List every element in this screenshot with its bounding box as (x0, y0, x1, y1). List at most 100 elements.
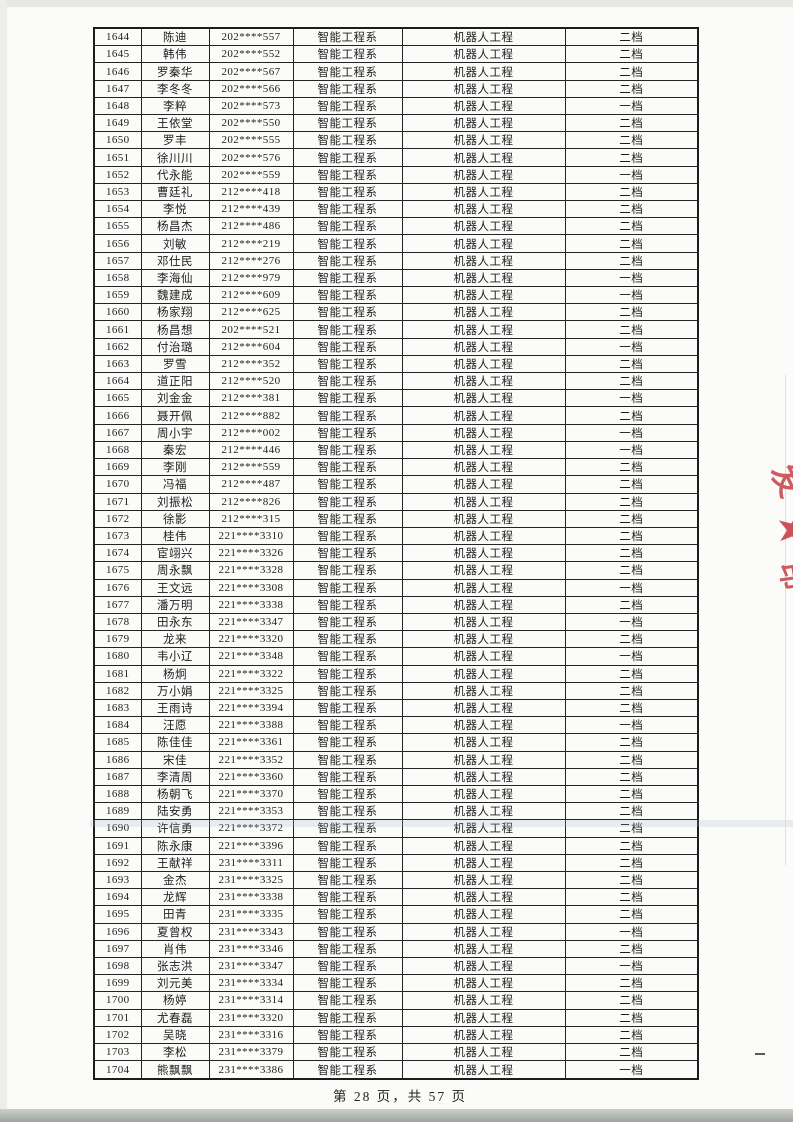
cell-department: 智能工程系 (292, 268, 403, 288)
cell-name: 罗雪 (140, 354, 210, 374)
cell-major: 机器人工程 (401, 888, 566, 907)
cell-tier: 二档 (564, 595, 699, 614)
cell-name: 陆安勇 (140, 802, 210, 821)
cell-student-id: 221****3308 (208, 578, 294, 597)
cell-student-id: 221****3360 (208, 767, 294, 786)
table-row: 1694 龙辉 231****3338 智能工程系 机器人工程 二档 (93, 888, 699, 907)
cell-department: 智能工程系 (292, 784, 403, 804)
cell-department: 智能工程系 (292, 595, 403, 614)
cell-name: 徐川川 (140, 148, 210, 167)
cell-name: 魏建成 (140, 286, 210, 305)
cell-major: 机器人工程 (401, 939, 566, 958)
cell-student-id: 202****557 (208, 27, 294, 47)
cell-index: 1669 (93, 458, 142, 477)
cell-index: 1664 (93, 372, 142, 391)
cell-tier: 二档 (564, 664, 699, 683)
cell-name: 韩伟 (140, 45, 210, 64)
cell-tier: 二档 (564, 784, 699, 804)
cell-department: 智能工程系 (292, 750, 403, 769)
cell-index: 1701 (93, 1008, 142, 1027)
table-row: 1678 田永东 221****3347 智能工程系 机器人工程 一档 (93, 612, 699, 632)
cell-student-id: 221****3388 (208, 716, 294, 735)
cell-student-id: 212****882 (208, 406, 294, 425)
cell-tier: 二档 (564, 148, 699, 167)
cell-major: 机器人工程 (401, 96, 566, 116)
cell-student-id: 202****566 (208, 79, 294, 98)
page-number-footer: 第 28 页，共 57 页 (333, 1089, 467, 1104)
cell-student-id: 202****559 (208, 165, 294, 184)
cell-department: 智能工程系 (292, 492, 403, 511)
cell-tier: 二档 (564, 475, 699, 494)
scan-margin-mark (755, 1053, 765, 1055)
cell-department: 智能工程系 (292, 286, 403, 305)
cell-tier: 二档 (564, 802, 699, 821)
cell-index: 1654 (93, 200, 142, 219)
cell-name: 周永飘 (140, 561, 210, 580)
cell-name: 桂伟 (140, 526, 210, 546)
cell-tier: 二档 (564, 79, 699, 98)
table-row: 1650 罗丰 202****555 智能工程系 机器人工程 二档 (93, 131, 699, 150)
scan-top-edge (0, 0, 793, 7)
cell-index: 1649 (93, 114, 142, 133)
cell-major: 机器人工程 (401, 561, 566, 580)
cell-student-id: 212****439 (208, 200, 294, 219)
cell-student-id: 221****3325 (208, 681, 294, 700)
table-row: 1689 陆安勇 221****3353 智能工程系 机器人工程 二档 (93, 802, 699, 821)
table-row: 1679 龙来 221****3320 智能工程系 机器人工程 二档 (93, 630, 699, 649)
cell-department: 智能工程系 (292, 337, 403, 356)
cell-index: 1672 (93, 509, 142, 528)
cell-tier: 二档 (564, 200, 699, 219)
cell-tier: 二档 (564, 561, 699, 580)
cell-department: 智能工程系 (292, 389, 403, 408)
cell-name: 龙来 (140, 630, 210, 649)
cell-name: 李松 (140, 1042, 210, 1062)
table-row: 1655 杨昌杰 212****486 智能工程系 机器人工程 二档 (93, 217, 699, 236)
table-row: 1656 刘敏 212****219 智能工程系 机器人工程 二档 (93, 234, 699, 253)
cell-major: 机器人工程 (401, 79, 566, 98)
cell-student-id: 221****3394 (208, 698, 294, 718)
cell-department: 智能工程系 (292, 509, 403, 528)
cell-major: 机器人工程 (401, 475, 566, 494)
cell-name: 刘敏 (140, 234, 210, 253)
cell-index: 1651 (93, 148, 142, 167)
cell-student-id: 212****625 (208, 303, 294, 322)
cell-tier: 一档 (564, 286, 699, 305)
cell-tier: 一档 (564, 165, 699, 184)
cell-name: 邓仕民 (140, 251, 210, 270)
cell-major: 机器人工程 (401, 802, 566, 821)
cell-name: 汪愿 (140, 716, 210, 735)
cell-name: 龙辉 (140, 888, 210, 907)
cell-department: 智能工程系 (292, 165, 403, 184)
cell-student-id: 221****3338 (208, 595, 294, 614)
cell-student-id: 221****3320 (208, 630, 294, 649)
cell-department: 智能工程系 (292, 131, 403, 150)
cell-tier: 二档 (564, 1042, 699, 1062)
cell-department: 智能工程系 (292, 372, 403, 391)
cell-index: 1674 (93, 544, 142, 563)
cell-department: 智能工程系 (292, 406, 403, 425)
cell-student-id: 231****3343 (208, 922, 294, 941)
cell-student-id: 221****3347 (208, 612, 294, 632)
cell-tier: 一档 (564, 96, 699, 116)
cell-department: 智能工程系 (292, 836, 403, 855)
cell-name: 王依堂 (140, 114, 210, 133)
cell-index: 1694 (93, 888, 142, 907)
cell-name: 李冬冬 (140, 79, 210, 98)
cell-name: 李刚 (140, 458, 210, 477)
cell-major: 机器人工程 (401, 182, 566, 202)
cell-department: 智能工程系 (292, 251, 403, 270)
cell-name: 杨家翔 (140, 303, 210, 322)
cell-name: 王文远 (140, 578, 210, 597)
cell-tier: 一档 (564, 578, 699, 597)
cell-major: 机器人工程 (401, 905, 566, 924)
cell-tier: 二档 (564, 698, 699, 718)
table-row: 1702 吴晓 231****3316 智能工程系 机器人工程 二档 (93, 1025, 699, 1045)
cell-department: 智能工程系 (292, 182, 403, 202)
cell-major: 机器人工程 (401, 630, 566, 649)
cell-tier: 二档 (564, 630, 699, 649)
cell-student-id: 231****3346 (208, 939, 294, 958)
cell-department: 智能工程系 (292, 458, 403, 477)
table-row: 1665 刘金金 212****381 智能工程系 机器人工程 一档 (93, 389, 699, 408)
table-row: 1676 王文远 221****3308 智能工程系 机器人工程 一档 (93, 578, 699, 597)
cell-student-id: 221****3348 (208, 647, 294, 666)
